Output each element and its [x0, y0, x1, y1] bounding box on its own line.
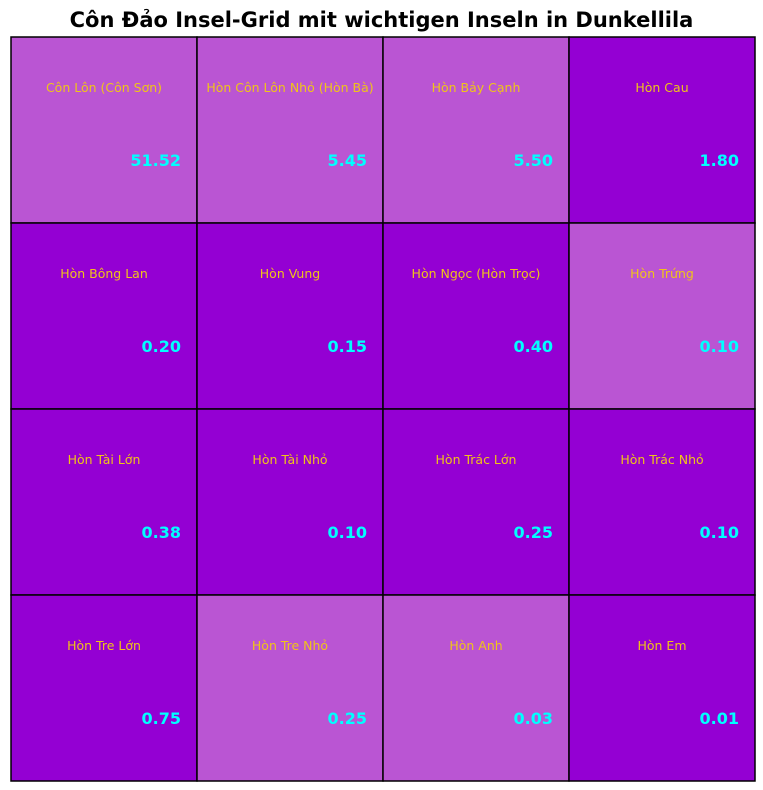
cell-value-label: 0.75 [142, 709, 181, 728]
cell-name-label: Hòn Cau [635, 80, 688, 95]
cell-name-label: Hòn Tre Lớn [67, 638, 141, 653]
cell-name-label: Hòn Anh [449, 638, 502, 653]
cell-rect [568, 222, 756, 410]
cell-name-label: Hòn Côn Lôn Nhỏ (Hòn Bà) [206, 80, 373, 95]
cell-name-label: Hòn Em [637, 638, 686, 653]
grid-cell: Hòn Tài Nhỏ 0.10 [196, 408, 384, 596]
grid-cell: Hòn Bông Lan 0.20 [10, 222, 198, 410]
cell-name-label: Hòn Tre Nhỏ [252, 638, 328, 653]
cell-rect [382, 36, 570, 224]
cell-value-label: 51.52 [130, 151, 181, 170]
cell-value-label: 0.40 [514, 337, 553, 356]
cell-rect [196, 408, 384, 596]
cell-name-label: Hòn Trứng [630, 266, 694, 281]
cell-rect [10, 222, 198, 410]
cell-rect [382, 222, 570, 410]
cell-value-label: 5.45 [328, 151, 367, 170]
grid-cell: Hòn Cau 1.80 [568, 36, 756, 224]
grid-cell: Hòn Tài Lớn 0.38 [10, 408, 198, 596]
grid-cell: Côn Lôn (Côn Sơn) 51.52 [10, 36, 198, 224]
cell-value-label: 0.25 [514, 523, 553, 542]
cell-name-label: Hòn Tài Lớn [68, 452, 141, 467]
cell-rect [10, 36, 198, 224]
cell-value-label: 0.10 [328, 523, 367, 542]
chart-title: Côn Đảo Insel-Grid mit wichtigen Inseln … [69, 8, 694, 32]
cell-value-label: 1.80 [700, 151, 739, 170]
cell-name-label: Hòn Trác Nhỏ [620, 452, 703, 467]
cell-rect [196, 594, 384, 782]
cell-name-label: Hòn Tài Nhỏ [252, 452, 327, 467]
cell-value-label: 0.03 [514, 709, 553, 728]
cell-value-label: 0.38 [142, 523, 181, 542]
cell-value-label: 0.20 [142, 337, 181, 356]
grid-cell: Hòn Bảy Cạnh 5.50 [382, 36, 570, 224]
cell-name-label: Hòn Ngọc (Hòn Trọc) [412, 266, 541, 281]
grid-cell: Hòn Em 0.01 [568, 594, 756, 782]
cell-rect [382, 408, 570, 596]
grid-cell: Hòn Anh 0.03 [382, 594, 570, 782]
cell-name-label: Hòn Bảy Cạnh [432, 80, 521, 95]
grid-cell: Hòn Trứng 0.10 [568, 222, 756, 410]
cell-name-label: Hòn Trác Lớn [436, 452, 517, 467]
cell-value-label: 0.10 [700, 337, 739, 356]
cell-name-label: Hòn Vung [260, 266, 320, 281]
cell-rect [568, 594, 756, 782]
cell-rect [10, 408, 198, 596]
cell-rect [10, 594, 198, 782]
cell-value-label: 0.25 [328, 709, 367, 728]
cell-rect [568, 408, 756, 596]
cell-rect [382, 594, 570, 782]
grid-cell: Hòn Trác Nhỏ 0.10 [568, 408, 756, 596]
cell-name-label: Hòn Bông Lan [60, 266, 148, 281]
grid-cell: Hòn Tre Lớn 0.75 [10, 594, 198, 782]
cell-rect [196, 36, 384, 224]
cell-value-label: 5.50 [514, 151, 553, 170]
grid-cell: Hòn Vung 0.15 [196, 222, 384, 410]
cell-rect [196, 222, 384, 410]
cell-value-label: 0.01 [700, 709, 739, 728]
cell-name-label: Côn Lôn (Côn Sơn) [46, 80, 162, 95]
cell-rect [568, 36, 756, 224]
cell-value-label: 0.10 [700, 523, 739, 542]
grid-cell: Hòn Ngọc (Hòn Trọc) 0.40 [382, 222, 570, 410]
grid-cell: Hòn Tre Nhỏ 0.25 [196, 594, 384, 782]
cell-value-label: 0.15 [328, 337, 367, 356]
grid-cell: Hòn Côn Lôn Nhỏ (Hòn Bà) 5.45 [196, 36, 384, 224]
grid-cell: Hòn Trác Lớn 0.25 [382, 408, 570, 596]
